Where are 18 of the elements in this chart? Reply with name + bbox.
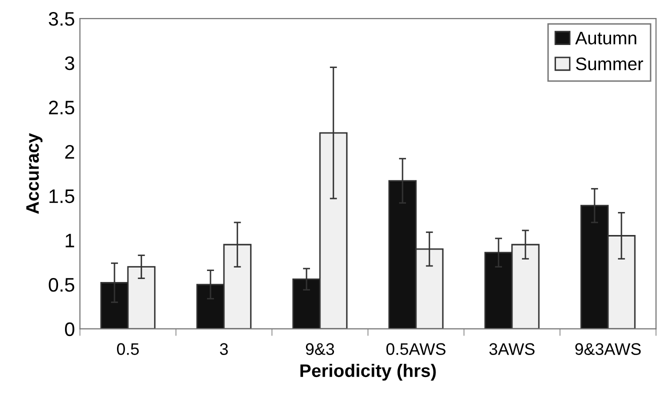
x-tick-label: 3AWS bbox=[489, 343, 535, 355]
y-tick-label: 1.5 bbox=[50, 190, 74, 204]
y-tick-label: 0 bbox=[65, 322, 74, 336]
x-axis-title: Periodicity (hrs) bbox=[300, 364, 436, 381]
x-tick-label: 3 bbox=[220, 343, 228, 355]
y-tick-label: 2 bbox=[65, 144, 74, 159]
x-tick-label: 0.5 bbox=[116, 343, 139, 355]
x-tick-label: 0.5AWS bbox=[386, 343, 446, 355]
y-tick-label: 0.5 bbox=[48, 278, 74, 292]
y-tick-label: 3.5 bbox=[48, 12, 74, 26]
legend-label: Autumn bbox=[575, 32, 636, 44]
y-tick-label: 1 bbox=[66, 234, 74, 248]
x-tick-label: 9&3AWS bbox=[575, 343, 641, 355]
legend-label: Summer bbox=[576, 58, 644, 70]
y-tick-label: 2.5 bbox=[49, 100, 74, 114]
y-axis-title: Accuracy bbox=[26, 133, 42, 214]
y-tick-label: 3 bbox=[64, 56, 74, 70]
x-tick-label: 9&3 bbox=[306, 343, 334, 355]
